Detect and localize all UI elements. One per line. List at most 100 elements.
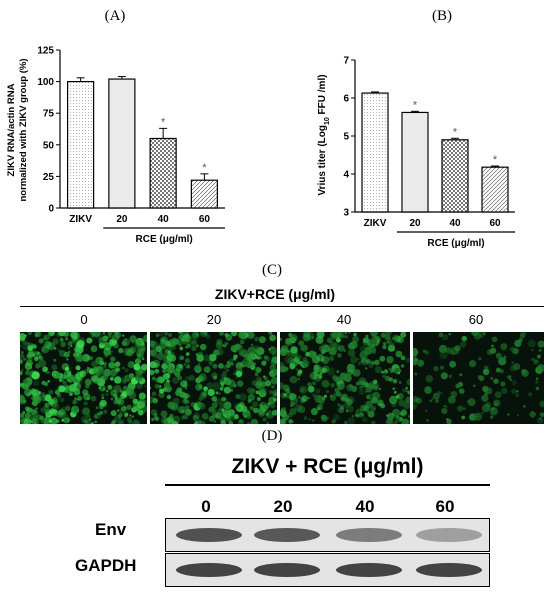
- fluorescent-cell: [179, 346, 183, 350]
- fluorescent-cell: [75, 365, 81, 371]
- fluorescent-cell: [289, 363, 296, 370]
- fluorescent-cell: [226, 416, 229, 420]
- fluorescent-cell: [115, 397, 122, 404]
- y-axis-label-line2: normalized with ZIKV group (%): [18, 58, 29, 201]
- fluorescent-cell: [165, 418, 174, 424]
- fluorescent-cell: [28, 360, 32, 364]
- fluorescent-cell: [215, 391, 219, 395]
- significance-mark: *: [202, 162, 207, 174]
- fluorescent-cell: [513, 363, 521, 371]
- fluorescent-cell: [90, 375, 98, 382]
- fluorescent-cell: [169, 413, 174, 418]
- fluorescent-cell: [433, 365, 439, 372]
- fluorescent-cell: [425, 418, 429, 422]
- fluorescent-cell: [339, 383, 345, 390]
- bar: [108, 78, 136, 209]
- fluorescent-cell: [163, 332, 169, 336]
- blot-label-60: 60: [435, 497, 455, 516]
- fluorescent-cell: [65, 417, 71, 423]
- y-tick-label: 125: [37, 46, 54, 57]
- fluorescent-cell: [371, 349, 377, 355]
- bar: [190, 179, 218, 209]
- fluorescent-cell: [387, 412, 395, 421]
- fluorescent-cell: [405, 357, 410, 363]
- fluorescent-cell: [365, 367, 368, 370]
- fluorescent-cell: [101, 393, 105, 398]
- fluorescent-cell: [188, 409, 191, 412]
- fluorescent-cell: [209, 353, 217, 362]
- fluorescent-cell: [215, 412, 222, 420]
- fluorescent-cell: [402, 388, 406, 393]
- fluorescent-cell: [184, 358, 190, 364]
- fluorescent-cell: [441, 407, 448, 415]
- fluorescent-cell: [134, 405, 141, 412]
- fluorescent-cell: [269, 334, 276, 342]
- fluorescent-cell: [42, 336, 47, 341]
- fluorescent-cell: [32, 344, 37, 349]
- panel-c-header-line: [20, 306, 544, 307]
- fluorescent-cell: [393, 390, 397, 394]
- fluorescent-cell: [347, 332, 351, 334]
- fluorescent-cell: [44, 402, 50, 408]
- fluorescent-cell: [331, 342, 340, 351]
- fluorescent-cell: [405, 386, 409, 390]
- fluorescent-cell: [239, 339, 245, 345]
- fluorescent-cell: [337, 403, 341, 406]
- fluorescent-cell: [405, 389, 408, 392]
- fluorescent-cell: [260, 405, 268, 412]
- fluorescent-cell: [490, 376, 494, 380]
- fluorescent-cell: [413, 404, 417, 410]
- fluorescent-cell: [197, 375, 204, 382]
- blot-band: [336, 528, 402, 542]
- fluorescent-cell: [466, 400, 470, 403]
- y-tick-label: 50: [43, 140, 55, 151]
- fluorescent-cell: [22, 379, 28, 384]
- fluorescent-cell: [197, 363, 201, 366]
- fluorescent-cell: [168, 354, 177, 362]
- fluorescent-cell: [268, 398, 272, 402]
- fluorescent-cell: [233, 372, 237, 376]
- fluorescent-cell: [213, 420, 217, 423]
- fluorescent-cell: [216, 347, 224, 356]
- significance-mark: *: [161, 116, 166, 128]
- fluorescent-cell: [280, 382, 284, 390]
- fluorescent-cell: [289, 408, 297, 416]
- fluorescent-cell: [180, 380, 188, 388]
- fluorescent-cell: [30, 396, 34, 400]
- fluorescent-cell: [182, 413, 189, 420]
- fluorescent-cell: [100, 373, 108, 381]
- fluorescent-cell: [94, 420, 98, 424]
- fluorescent-cell: [371, 397, 378, 404]
- fluorescent-cell: [373, 379, 378, 384]
- fluorescent-cell: [159, 377, 165, 383]
- fluorescent-cell: [301, 359, 310, 368]
- fluorescent-cell: [282, 414, 289, 421]
- fluorescent-cell: [331, 419, 336, 424]
- fluorescent-cell: [539, 417, 542, 420]
- panel-b-label: (B): [432, 8, 452, 24]
- fluorescent-cell: [154, 383, 159, 389]
- fluorescent-cell: [346, 409, 349, 412]
- fluorescent-cell: [311, 336, 314, 339]
- fluorescent-cell: [445, 405, 448, 408]
- micro-label-20: 20: [206, 312, 222, 327]
- fluorescent-cell: [99, 375, 106, 382]
- fluorescent-cell: [321, 397, 326, 401]
- fluorescent-cell: [272, 368, 277, 376]
- fluorescent-cell: [203, 354, 211, 362]
- fluorescent-cell: [290, 402, 295, 407]
- fluorescent-cell: [43, 405, 50, 413]
- fluorescent-cell: [151, 417, 155, 422]
- fluorescent-cell: [184, 405, 190, 410]
- fluorescent-cell: [247, 422, 250, 424]
- fluorescent-cell: [125, 389, 131, 395]
- fluorescent-cell: [70, 392, 73, 395]
- fluorescent-cell: [422, 349, 427, 354]
- fluorescent-cell: [20, 394, 25, 403]
- fluorescent-cell: [52, 338, 59, 345]
- fluorescent-cell: [467, 398, 476, 407]
- fluorescent-cell: [159, 385, 162, 388]
- bar: [401, 111, 429, 213]
- fluorescent-cell: [351, 385, 358, 392]
- fluorescent-cell: [321, 415, 328, 422]
